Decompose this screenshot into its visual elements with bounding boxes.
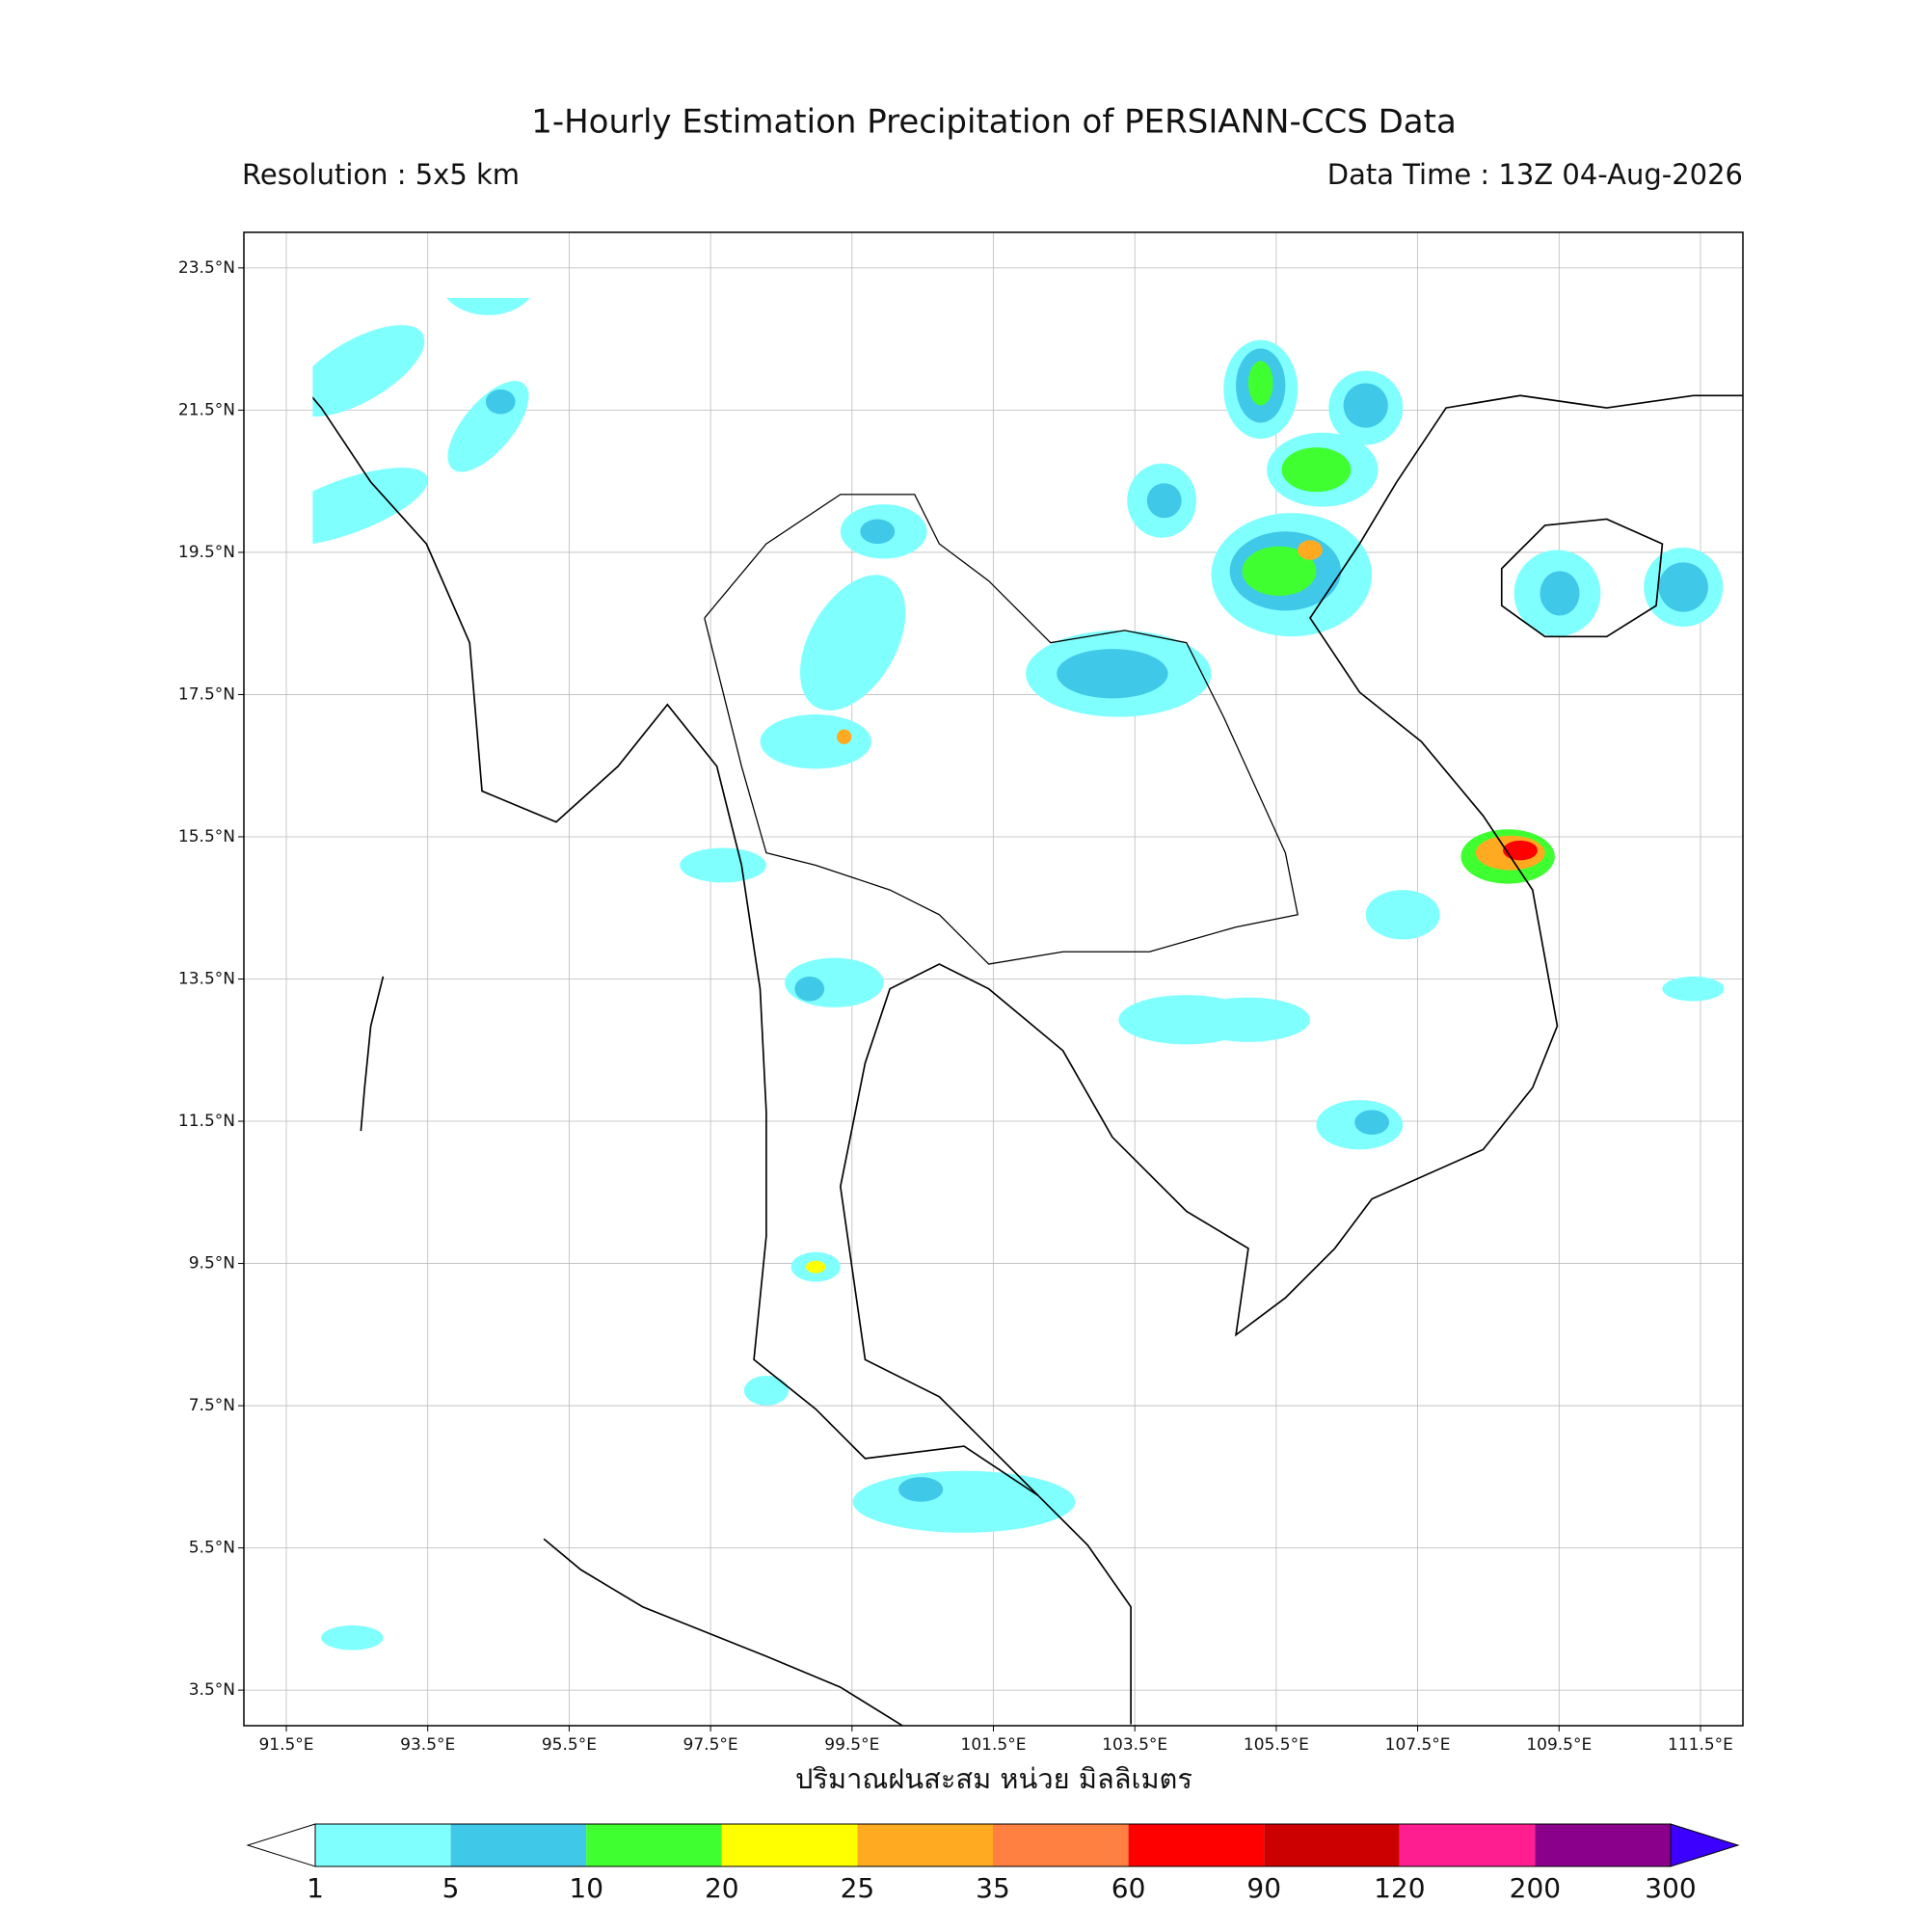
x-tick-label: 97.5°E (683, 1735, 738, 1755)
title: 1-Hourly Estimation Precipitation of PER… (531, 103, 1457, 142)
y-tick-label: 7.5°N (189, 1396, 235, 1415)
colorbar-box (857, 1824, 993, 1866)
colorbar-box (450, 1824, 587, 1866)
x-tick-label: 109.5°E (1526, 1735, 1592, 1755)
x-tick-label: 111.5°E (1668, 1735, 1733, 1755)
y-tick-label: 23.5°N (178, 258, 235, 278)
grid (244, 232, 1743, 1726)
colorbar-label: 5 (442, 1872, 460, 1904)
y-tick-label: 11.5°N (178, 1112, 235, 1131)
x-tick-label: 93.5°E (400, 1735, 455, 1755)
colorbar-over (1670, 1823, 1740, 1867)
colorbar-label: 90 (1246, 1872, 1281, 1904)
colorbar-label: 200 (1510, 1872, 1561, 1904)
colorbar-box (993, 1824, 1129, 1866)
colorbar-label: 60 (1111, 1872, 1146, 1904)
y-tick-label: 5.5°N (189, 1539, 235, 1558)
colorbar-box (1128, 1824, 1265, 1866)
x-tick-label: 103.5°E (1102, 1735, 1167, 1755)
x-tick-label: 95.5°E (542, 1735, 597, 1755)
colorbar-label: 10 (569, 1872, 603, 1904)
map-layer (312, 297, 1743, 1727)
data-time: Data Time : 13Z 04-Aug-2026 (1327, 158, 1743, 191)
colorbar-label: 1 (307, 1872, 324, 1904)
coastlines (312, 394, 1743, 1727)
ticks: 91.5°E 93.5°E 95.5°E 97.5°E 99.5°E 101.5°E 103… (178, 258, 1733, 1755)
colorbar-box (1264, 1824, 1400, 1866)
y-tick-label: 9.5°N (189, 1254, 235, 1274)
y-tick-label: 3.5°N (189, 1680, 235, 1700)
colorbar-label: 35 (976, 1872, 1010, 1904)
colorbar-label: 120 (1374, 1872, 1425, 1904)
colorbar-frame (314, 1823, 1672, 1867)
axis-label: ปริมาณฝนสะสม หน่วย มิลลิเมตร (795, 1762, 1192, 1795)
colorbar-box (1535, 1824, 1671, 1866)
x-tick-label: 107.5°E (1385, 1735, 1451, 1755)
y-tick-label: 15.5°N (178, 827, 235, 846)
x-tick-label: 105.5°E (1244, 1735, 1309, 1755)
colorbar-box (1399, 1824, 1536, 1866)
colorbar-under (246, 1823, 316, 1867)
y-tick-label: 13.5°N (178, 970, 235, 989)
y-tick-label: 19.5°N (178, 543, 235, 562)
colorbar-label: 25 (841, 1872, 875, 1904)
y-tick-label: 17.5°N (178, 684, 235, 704)
colorbar-label: 20 (705, 1872, 739, 1904)
colorbar: 1 5 10 20 25 35 60 90 120 200 300 (246, 1823, 1740, 1904)
x-tick-label: 99.5°E (824, 1735, 879, 1755)
colorbar-box (315, 1824, 451, 1866)
x-tick-label: 101.5°E (961, 1735, 1027, 1755)
rain-areas (312, 297, 1725, 1650)
y-tick-label: 21.5°N (178, 400, 235, 419)
colorbar-box (586, 1824, 722, 1866)
colorbar-label: 300 (1645, 1872, 1696, 1904)
x-tick-label: 91.5°E (258, 1735, 313, 1755)
colorbar-box (721, 1824, 858, 1866)
resolution: Resolution : 5x5 km (242, 158, 520, 191)
